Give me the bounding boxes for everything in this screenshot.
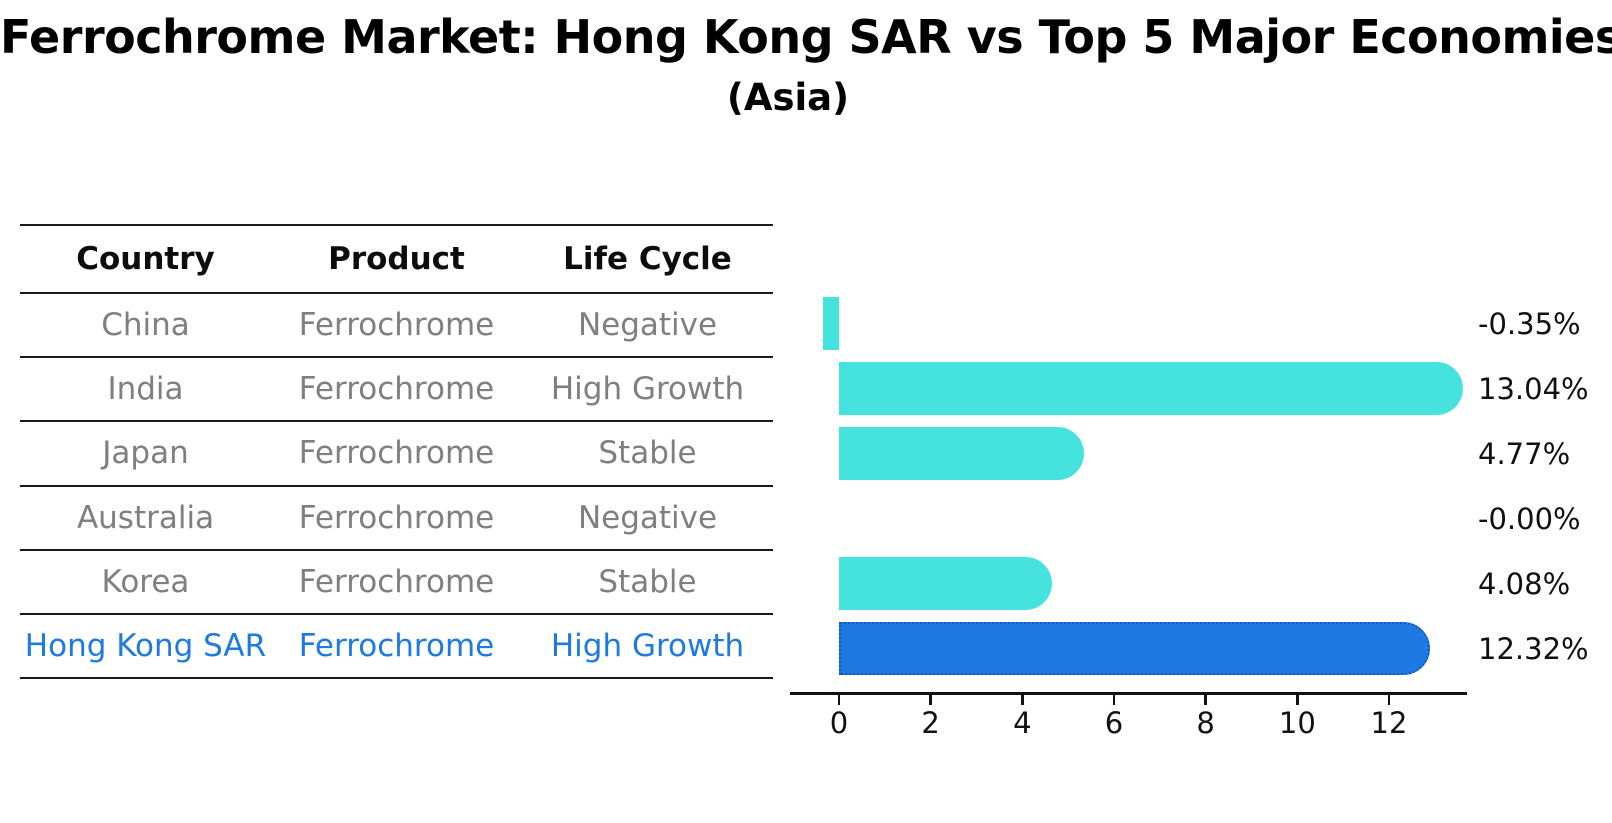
cell-lifecycle: High Growth	[550, 627, 745, 664]
x-axis-tick	[929, 694, 932, 705]
cell-product: Ferrochrome	[298, 499, 495, 536]
cell-product: Ferrochrome	[298, 627, 495, 664]
x-axis-tick-label: 12	[1370, 706, 1408, 740]
table-row: Australia Ferrochrome Negative	[20, 487, 773, 551]
value-label-japan: 4.77%	[1478, 436, 1571, 471]
x-axis-tick	[1296, 694, 1299, 705]
x-axis-line	[790, 691, 1467, 695]
cell-country: Australia	[76, 499, 215, 536]
cell-lifecycle: Negative	[577, 499, 718, 536]
chart-subtitle: (Asia)	[726, 76, 850, 119]
column-header-country: Country	[76, 241, 215, 277]
column-header-product: Product	[328, 241, 465, 277]
bar-korea	[839, 557, 1053, 610]
value-label-china: -0.35%	[1478, 306, 1581, 341]
cell-country: Korea	[101, 563, 190, 600]
cell-product: Ferrochrome	[298, 563, 495, 600]
cell-lifecycle: Stable	[598, 435, 697, 472]
cell-lifecycle: Stable	[598, 563, 697, 600]
x-axis-tick-label: 4	[1013, 706, 1032, 740]
cell-country: India	[107, 371, 184, 408]
x-axis-tick	[1112, 694, 1116, 705]
bar-india	[839, 362, 1464, 415]
table-header-row: Country Product Life Cycle	[20, 226, 773, 294]
value-label-korea: 4.08%	[1478, 566, 1571, 601]
table-row-highlight: Hong Kong SAR Ferrochrome High Growth	[20, 615, 773, 680]
cell-country: Hong Kong SAR	[24, 627, 267, 664]
cell-lifecycle: Negative	[577, 307, 718, 344]
x-axis-tick	[1021, 694, 1024, 705]
value-label-india: 13.04%	[1478, 371, 1589, 406]
column-header-lifecycle: Life Cycle	[563, 241, 732, 277]
x-axis-tick	[837, 694, 841, 705]
table-row: China Ferrochrome Negative	[20, 294, 773, 359]
x-axis-tick-label: 10	[1278, 706, 1316, 740]
x-axis-tick	[1387, 694, 1391, 705]
bar-japan	[839, 427, 1085, 480]
country-table: Country Product Life Cycle China Ferroch…	[20, 224, 773, 680]
value-label-australia: -0.00%	[1478, 501, 1581, 536]
x-axis-tick	[1204, 694, 1207, 705]
x-axis-tick-label: 6	[1104, 706, 1124, 740]
cell-country: Japan	[102, 435, 189, 472]
x-axis-tick-label: 0	[829, 706, 849, 740]
value-label-hong-kong-sar: 12.32%	[1478, 631, 1589, 666]
cell-product: Ferrochrome	[298, 435, 495, 472]
table-row: Korea Ferrochrome Stable	[20, 551, 773, 615]
cell-lifecycle: High Growth	[550, 371, 745, 408]
cell-country: China	[101, 307, 190, 344]
bar-china	[822, 297, 839, 350]
chart-title: Ferrochrome Market: Hong Kong SAR vs Top…	[0, 10, 1612, 64]
table-row: Japan Ferrochrome Stable	[20, 422, 773, 487]
x-axis-tick-label: 8	[1196, 706, 1215, 740]
cell-product: Ferrochrome	[298, 307, 495, 344]
bar-hong-kong-sar	[839, 622, 1431, 675]
table-row: India Ferrochrome High Growth	[20, 358, 773, 423]
x-axis-tick-label: 2	[921, 706, 940, 740]
cell-product: Ferrochrome	[298, 371, 495, 408]
